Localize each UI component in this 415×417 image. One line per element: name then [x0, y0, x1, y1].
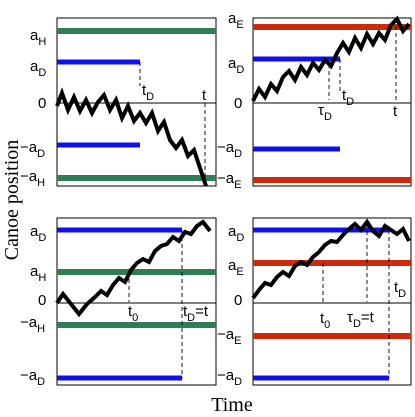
annotation-tau-d-equals-t: τD=t	[347, 309, 375, 330]
ylabel-a-e: aE	[228, 257, 244, 278]
ylabel-a-d: aD	[228, 223, 244, 244]
ylabel-neg-a-e: −aE	[217, 326, 241, 347]
ylabel-neg-a-h: −aH	[20, 314, 45, 335]
annotation-td-equals-t: tD=t	[183, 303, 209, 324]
ylabel-zero: 0	[234, 95, 242, 112]
ylabel-a-h: aH	[30, 27, 46, 48]
ylabel-neg-a-d: −aD	[217, 367, 242, 388]
panel-frame	[252, 217, 412, 386]
walk-path	[251, 15, 411, 102]
walk-path	[251, 218, 411, 300]
annotation-t: t	[393, 103, 398, 120]
annotation-t0: t0	[320, 310, 330, 331]
ylabel-neg-a-d: −aD	[217, 139, 242, 160]
annotation-t-d: tD	[342, 87, 354, 108]
annotation-tau-d: τD	[318, 102, 332, 123]
ylabel-neg-a-d: −aD	[20, 139, 45, 160]
annotation-t-d: tD	[394, 279, 406, 300]
ylabel-neg-a-d: −aD	[20, 367, 45, 388]
annotation-t: t	[202, 87, 207, 104]
panel-frame	[56, 217, 217, 386]
panel-bottom-left: aD aH 0 −aH −aD t0 tD=t	[20, 217, 217, 388]
ylabel-a-e: aE	[228, 10, 244, 31]
panel-bottom-right: aD aE 0 −aE −aD t0 τD=t tD	[217, 217, 412, 388]
y-axis-title: Canoe position	[1, 140, 23, 261]
ylabel-neg-a-e: −aE	[217, 170, 241, 191]
ylabel-a-h: aH	[30, 263, 46, 284]
ylabel-a-d: aD	[30, 58, 46, 79]
annotation-t0: t0	[128, 303, 138, 324]
panel-frame	[56, 17, 217, 187]
panel-frame	[252, 17, 412, 187]
walk-path	[55, 87, 208, 187]
ylabel-a-d: aD	[228, 55, 244, 76]
panel-top-right: aE aD 0 −aD −aE τD tD t	[217, 10, 412, 191]
x-axis-title: Time	[211, 394, 253, 416]
ylabel-a-d: aD	[30, 223, 46, 244]
ylabel-zero: 0	[234, 292, 242, 309]
walk-path	[55, 219, 212, 318]
ylabel-neg-a-h: −aH	[20, 168, 45, 189]
ylabel-zero: 0	[38, 95, 46, 112]
panel-top-left: aH aD 0 −aD −aH tD t	[20, 17, 217, 189]
ylabel-zero: 0	[38, 292, 46, 309]
annotation-t-d: tD	[142, 82, 154, 103]
